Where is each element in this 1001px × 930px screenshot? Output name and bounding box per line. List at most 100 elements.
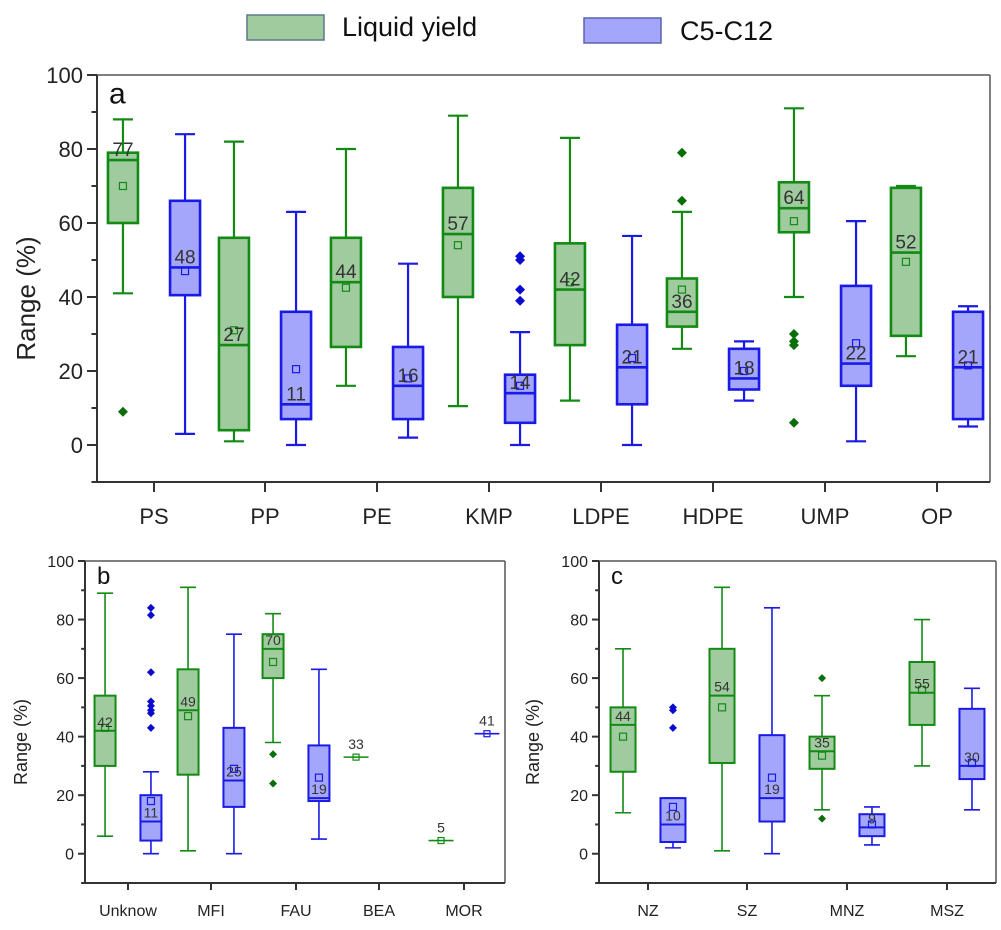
y-tick-label: 80 — [56, 612, 74, 629]
outlier-point — [676, 147, 687, 158]
mean-marker — [314, 773, 324, 782]
median-label: 35 — [814, 734, 830, 750]
x-tick-label: HDPE — [682, 504, 743, 529]
box-liquid-yield-bea: 33 — [343, 736, 369, 761]
mean-marker — [180, 267, 190, 276]
median-label: 18 — [733, 358, 754, 379]
box-c5-c12-msz: 30 — [958, 687, 986, 811]
median-label: 11 — [286, 384, 306, 405]
x-tick-label: NZ — [637, 903, 659, 920]
box-liquid-yield-mor: 5 — [428, 820, 454, 845]
legend: Liquid yield C5-C12 — [246, 12, 773, 46]
x-tick-label: FAU — [280, 903, 311, 920]
outlier-point — [269, 750, 278, 759]
median-label: 10 — [665, 807, 681, 823]
mean-marker — [668, 802, 678, 811]
median-label: 42 — [97, 714, 113, 730]
mean-marker — [146, 796, 156, 806]
mean-marker — [817, 751, 827, 760]
median-label: 21 — [957, 347, 978, 368]
median-label: 22 — [845, 344, 866, 365]
legend-label-c5-c12: C5-C12 — [680, 16, 773, 46]
x-tick-label: MFI — [197, 903, 225, 920]
box-iqr — [908, 660, 936, 726]
panel-label: a — [109, 78, 126, 111]
median-label: 52 — [895, 233, 916, 254]
outlier-point — [146, 709, 155, 718]
x-tick-label: PS — [139, 504, 168, 529]
box-c5-c12-mfi: 25 — [222, 633, 246, 855]
mean-marker — [453, 241, 463, 250]
mean-marker — [677, 285, 687, 294]
median-label: 54 — [714, 679, 730, 695]
box-iqr — [106, 151, 140, 225]
y-tick-label: 80 — [59, 137, 83, 162]
box-iqr — [727, 347, 761, 391]
mean-marker — [341, 283, 351, 292]
box-c5-c12-kmp: 14 — [503, 251, 537, 447]
median-label: 5 — [437, 820, 445, 836]
box-c5-c12-mnz: 9 — [858, 806, 886, 846]
x-tick-label: KMP — [465, 504, 513, 529]
y-tick-label: 20 — [570, 788, 588, 805]
mean-marker — [515, 381, 525, 390]
x-tick-label: LDPE — [572, 504, 629, 529]
box-c5-c12-mor: 41 — [474, 713, 500, 738]
box-liquid-yield-nz: 44 — [609, 648, 637, 814]
outlier-point — [818, 674, 827, 683]
mean-marker — [268, 657, 278, 667]
median-label: 19 — [311, 781, 327, 797]
box-liquid-yield-fau: 70 — [261, 612, 285, 788]
outlier-point — [146, 603, 155, 612]
mean-marker — [403, 374, 413, 383]
y-tick-label: 20 — [59, 359, 83, 384]
panel-label: c — [611, 563, 623, 590]
legend-label-liquid-yield: Liquid yield — [342, 12, 477, 42]
median-label: 55 — [914, 676, 930, 692]
mean-marker — [967, 758, 977, 768]
box-liquid-yield-mfi: 49 — [176, 586, 200, 852]
box-liquid-yield-ps: 77 — [106, 118, 140, 417]
outlier-point — [676, 195, 687, 206]
median-label: 49 — [180, 693, 196, 709]
box-c5-c12-ldpe: 21 — [615, 234, 649, 447]
median-label: 30 — [964, 749, 980, 765]
y-tick-label: 100 — [561, 554, 588, 571]
x-tick-label: Unknow — [99, 903, 157, 920]
legend-swatch-liquid-yield — [246, 14, 325, 41]
outlier-point — [788, 329, 799, 339]
box-liquid-yield-mnz: 35 — [808, 674, 836, 823]
y-tick-label: 40 — [56, 729, 74, 746]
outlier-point — [788, 340, 799, 351]
box-iqr — [777, 181, 811, 234]
median-label: 33 — [348, 736, 364, 752]
box-iqr — [951, 310, 985, 421]
box-liquid-yield-pe: 44 — [329, 147, 363, 387]
box-c5-c12-op: 21 — [951, 305, 985, 428]
box-liquid-yield-ldpe: 42 — [553, 136, 587, 402]
box-liquid-yield-op: 52 — [889, 184, 923, 358]
box-liquid-yield-hdpe: 36 — [665, 147, 699, 350]
median-label: 11 — [144, 805, 159, 821]
box-iqr — [858, 813, 886, 838]
outlier-point — [668, 706, 677, 715]
box-iqr — [958, 707, 986, 781]
x-tick-label: BEA — [363, 903, 395, 920]
box-iqr — [808, 735, 836, 770]
median-label: 41 — [479, 713, 495, 729]
y-tick-label: 20 — [56, 788, 74, 805]
x-tick-label: SZ — [737, 903, 758, 920]
median-label: 57 — [447, 214, 468, 235]
y-tick-label: 60 — [56, 671, 74, 688]
box-iqr — [391, 345, 425, 421]
y-tick-label: 100 — [47, 554, 74, 571]
box-iqr — [889, 186, 923, 338]
outlier-point — [515, 284, 526, 295]
box-iqr — [176, 668, 200, 776]
outlier-point — [818, 814, 827, 823]
y-tick-label: 0 — [65, 846, 74, 863]
median-label: 42 — [559, 270, 580, 291]
box-liquid-yield-kmp: 57 — [441, 114, 475, 408]
